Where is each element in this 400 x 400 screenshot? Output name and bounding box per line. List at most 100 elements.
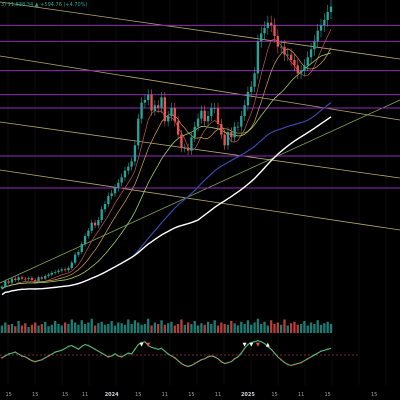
x-tick-label: 11	[215, 392, 221, 398]
candle-body	[113, 188, 117, 194]
moving-average-line	[1, 116, 332, 296]
candle-body	[54, 272, 57, 273]
price-header: 3) 11,638.34 ▲ +594.76 (+4.70%)	[1, 2, 87, 8]
oscillator-dot	[313, 354, 316, 356]
candle-body	[63, 269, 67, 271]
x-tick-label: 15	[135, 392, 141, 398]
candle-body	[253, 73, 256, 87]
volume-bar	[133, 320, 137, 333]
volume-bar	[306, 325, 309, 333]
candle-body	[97, 220, 100, 226]
volume-bar	[263, 321, 266, 333]
volume-bar	[73, 322, 77, 333]
moving-average-line	[1, 47, 332, 290]
candle-body	[143, 100, 147, 103]
volume-bar	[100, 321, 103, 333]
volume-bar	[20, 325, 24, 333]
volume-bar	[309, 322, 313, 333]
oscillator-dot	[60, 349, 63, 352]
candle-body	[316, 30, 319, 42]
candle-body	[210, 108, 213, 116]
candle-body	[196, 118, 200, 127]
volume-bar	[63, 322, 67, 333]
oscillator-dot	[40, 358, 43, 361]
candle-body	[306, 57, 309, 66]
volume-bar	[316, 320, 319, 333]
signal-marker: ▼	[249, 342, 253, 348]
oscillator-dot	[21, 355, 23, 357]
signal-marker: ▼	[146, 342, 150, 348]
oscillator-dot	[100, 352, 103, 354]
candle-body	[243, 105, 246, 116]
volume-bar	[14, 326, 17, 333]
candle-body	[107, 196, 110, 204]
candle-body	[110, 193, 113, 196]
x-tick-label: 15	[324, 392, 330, 398]
signal-marker: ▼	[140, 342, 144, 348]
trend-lines	[0, 1, 400, 284]
volume-bar	[296, 324, 299, 333]
candle-body	[24, 278, 27, 280]
volume-bar	[130, 324, 133, 333]
volume-bar	[183, 324, 186, 333]
volume-bar	[140, 324, 143, 333]
volume-bar	[220, 322, 223, 333]
volume-bar	[190, 324, 193, 333]
volume-bar	[37, 325, 40, 333]
volume-bar	[0, 325, 4, 333]
volume-bar	[283, 319, 286, 333]
volume-bar	[70, 319, 73, 333]
oscillator-dot	[74, 346, 77, 349]
volume-bar	[57, 324, 60, 333]
oscillator-dot	[233, 357, 236, 360]
volume-bar	[93, 325, 97, 333]
grid	[7, 0, 387, 385]
candle-body	[140, 102, 143, 119]
oscillator-dot	[134, 348, 136, 351]
candle-body	[60, 269, 63, 271]
candle-body	[93, 222, 97, 226]
volume-bar	[223, 324, 226, 333]
candle-body	[286, 54, 289, 56]
oscillator-dot	[207, 356, 209, 358]
volume-bar	[226, 324, 230, 333]
oscillator-dot	[220, 360, 223, 363]
oscillator-dot	[253, 340, 256, 343]
x-tick-label: 11	[162, 392, 168, 398]
candle-body	[170, 108, 173, 116]
volume-bar	[107, 324, 110, 333]
signal-marker: ▼	[243, 342, 247, 348]
oscillator-dot	[173, 356, 176, 359]
oscillator-dot	[300, 361, 302, 364]
trend-line	[0, 169, 400, 231]
signal-marker: ▲	[266, 342, 270, 348]
candle-body	[120, 177, 123, 183]
candle-body	[276, 36, 279, 47]
horizontal-levels	[0, 24, 400, 189]
candle-body	[166, 116, 170, 122]
volume-bar	[123, 324, 127, 333]
candle-body	[100, 209, 103, 220]
candle-body	[270, 22, 273, 26]
candle-body	[183, 148, 186, 149]
candle-body	[87, 230, 90, 236]
oscillator-dot	[227, 361, 229, 364]
volume-bar	[90, 318, 93, 333]
volume-bar	[47, 326, 50, 333]
volume-bar	[17, 321, 20, 333]
volume-bar	[193, 321, 196, 333]
volume-bar	[24, 323, 27, 333]
volume-bar	[54, 321, 57, 333]
volume-bar	[77, 324, 80, 333]
candle-body	[273, 25, 276, 36]
volume-bar	[34, 322, 37, 333]
volume-bar	[210, 324, 213, 333]
candle-body	[147, 94, 150, 100]
candle-body	[127, 166, 130, 171]
candle-body	[173, 108, 176, 122]
candle-body	[206, 116, 210, 122]
x-tick-label: 11	[298, 392, 304, 398]
candle-body	[193, 126, 196, 138]
volume-bar	[83, 324, 87, 333]
